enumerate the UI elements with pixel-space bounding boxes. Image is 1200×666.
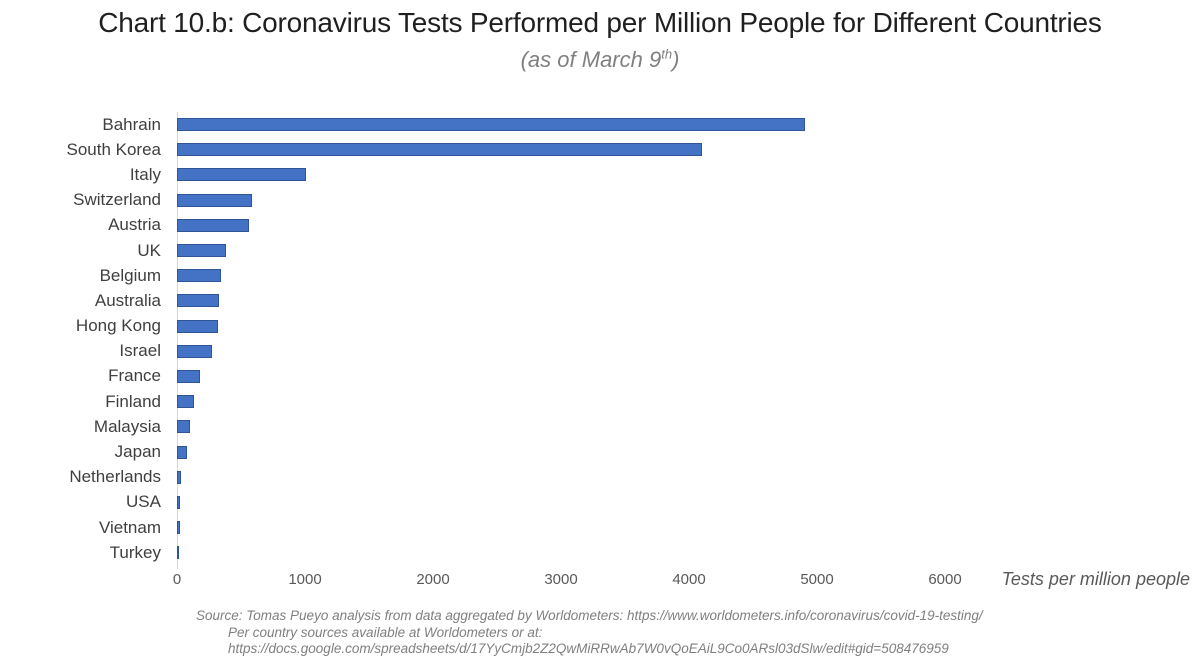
- bar-row: Australia: [0, 288, 945, 313]
- bar-australia: [177, 294, 219, 308]
- category-label-japan: Japan: [114, 442, 161, 462]
- bar-track: [177, 445, 945, 459]
- bar-uk: [177, 244, 227, 258]
- bar-track: [177, 168, 945, 182]
- chart-subtitle: (as of March 9th): [0, 47, 1200, 73]
- x-axis-title: Tests per million people: [1001, 569, 1190, 589]
- x-tick-label-3000: 3000: [544, 571, 578, 588]
- x-tick-label-2000: 2000: [416, 571, 450, 588]
- bar-italy: [177, 168, 306, 182]
- category-label-south-korea: South Korea: [66, 139, 161, 159]
- category-label-belgium: Belgium: [99, 265, 161, 285]
- bar-row: Italy: [0, 162, 945, 187]
- x-tick-label-4000: 4000: [672, 571, 706, 588]
- bar-row: Belgium: [0, 263, 945, 288]
- bar-row: Austria: [0, 213, 945, 238]
- source-line-2: Per country sources available at Worldom…: [228, 624, 543, 640]
- x-tick-label-6000: 6000: [928, 571, 962, 588]
- category-label-finland: Finland: [105, 391, 161, 411]
- category-label-austria: Austria: [108, 215, 161, 235]
- category-label-uk: UK: [137, 240, 161, 260]
- bar-track: [177, 470, 945, 484]
- bar-row: Japan: [0, 439, 945, 464]
- x-tick-label-0: 0: [172, 571, 182, 588]
- bar-row: UK: [0, 238, 945, 263]
- bar-row: Israel: [0, 339, 945, 364]
- bar-switzerland: [177, 193, 252, 207]
- category-label-malaysia: Malaysia: [93, 416, 161, 436]
- bar-usa: [177, 495, 181, 509]
- category-label-bahrain: Bahrain: [102, 114, 161, 134]
- source-note: Source: Tomas Pueyo analysis from data a…: [196, 608, 983, 658]
- category-label-hong-kong: Hong Kong: [75, 316, 161, 336]
- chart-title: Chart 10.b: Coronavirus Tests Performed …: [98, 7, 1102, 38]
- bar-row: Finland: [0, 389, 945, 414]
- category-label-australia: Australia: [94, 290, 161, 310]
- category-label-switzerland: Switzerland: [73, 190, 161, 210]
- bar-track: [177, 269, 945, 283]
- bar-row: Bahrain: [0, 112, 945, 137]
- source-line-1: Source: Tomas Pueyo analysis from data a…: [196, 608, 983, 623]
- category-label-turkey: Turkey: [109, 542, 161, 562]
- bar-row: Turkey: [0, 540, 945, 565]
- bar-row: USA: [0, 490, 945, 515]
- x-tick-label-5000: 5000: [800, 571, 834, 588]
- category-axis-line: [177, 112, 178, 569]
- category-label-italy: Italy: [129, 164, 161, 184]
- bar-vietnam: [177, 521, 180, 535]
- bar-track: [177, 218, 945, 232]
- bar-row: Switzerland: [0, 188, 945, 213]
- bar-row: South Korea: [0, 137, 945, 162]
- category-label-vietnam: Vietnam: [98, 517, 161, 537]
- bar-track: [177, 118, 945, 132]
- bar-track: [177, 319, 945, 333]
- x-axis-ticks: 0 1000 2000 3000 4000 5000 6000: [173, 571, 962, 589]
- bar-malaysia: [177, 420, 190, 434]
- bar-track: [177, 521, 945, 535]
- bar-hong-kong: [177, 319, 218, 333]
- category-label-netherlands: Netherlands: [69, 467, 161, 487]
- subtitle-prefix: (as of March 9: [520, 47, 662, 72]
- bar-japan: [177, 445, 187, 459]
- bar-row: Malaysia: [0, 414, 945, 439]
- bar-chart: Bahrain South Korea Italy Switzerland Austri…: [0, 112, 945, 565]
- bar-track: [177, 294, 945, 308]
- bar-row: Hong Kong: [0, 314, 945, 339]
- bar-bahrain: [177, 118, 806, 132]
- x-tick-label-1000: 1000: [288, 571, 322, 588]
- bar-netherlands: [177, 470, 182, 484]
- bar-track: [177, 369, 945, 383]
- bar-belgium: [177, 269, 221, 283]
- bar-track: [177, 395, 945, 409]
- bar-turkey: [177, 546, 179, 560]
- subtitle-superscript: th: [661, 46, 673, 62]
- bar-south-korea: [177, 143, 702, 157]
- bar-track: [177, 495, 945, 509]
- bar-austria: [177, 218, 249, 232]
- bar-track: [177, 193, 945, 207]
- bar-israel: [177, 344, 212, 358]
- category-label-france: France: [108, 366, 161, 386]
- bar-track: [177, 244, 945, 258]
- bar-rows: Bahrain South Korea Italy Switzerland Austri…: [0, 112, 945, 565]
- source-line-3: https://docs.google.com/spreadsheets/d/1…: [228, 641, 949, 656]
- bar-track: [177, 143, 945, 157]
- bar-row: Netherlands: [0, 465, 945, 490]
- subtitle-suffix: ): [672, 47, 680, 72]
- bar-track: [177, 546, 945, 560]
- category-label-israel: Israel: [119, 341, 161, 361]
- bar-finland: [177, 395, 194, 409]
- bar-track: [177, 344, 945, 358]
- category-label-usa: USA: [126, 492, 161, 512]
- bar-row: France: [0, 364, 945, 389]
- bar-row: Vietnam: [0, 515, 945, 540]
- bar-track: [177, 420, 945, 434]
- bar-france: [177, 369, 201, 383]
